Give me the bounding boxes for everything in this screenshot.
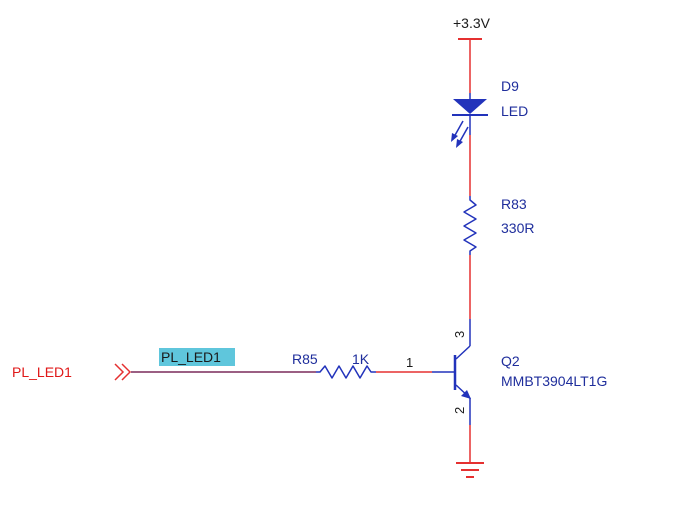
- r83-value: 330R: [501, 220, 534, 236]
- led-diode-icon: [451, 93, 488, 148]
- led-designator: D9: [501, 78, 519, 94]
- port-arrow-icon: [114, 363, 132, 381]
- resistor-r83-symbol: [463, 196, 477, 255]
- ground-icon: [456, 462, 484, 478]
- power-label: +3.3V: [453, 15, 491, 31]
- pin-base-number: 1: [406, 355, 413, 370]
- led-value: LED: [501, 103, 528, 119]
- pin-collector-number: 3: [452, 331, 467, 338]
- pin-emitter-number: 2: [452, 407, 467, 414]
- led-light-arrows-icon: [451, 120, 469, 148]
- port-label: PL_LED1: [12, 364, 72, 380]
- r85-value: 1K: [352, 351, 370, 367]
- q2-designator: Q2: [501, 353, 520, 369]
- resistor-r85-symbol: [316, 365, 376, 379]
- net-label-highlight: [159, 348, 235, 366]
- r85-designator: R85: [292, 351, 318, 367]
- q2-part-number: MMBT3904LT1G: [501, 373, 607, 389]
- emitter-arrow-icon: [461, 390, 471, 399]
- net-label: PL_LED1: [161, 349, 221, 365]
- transistor-q2-symbol: [432, 319, 471, 425]
- r83-designator: R83: [501, 196, 527, 212]
